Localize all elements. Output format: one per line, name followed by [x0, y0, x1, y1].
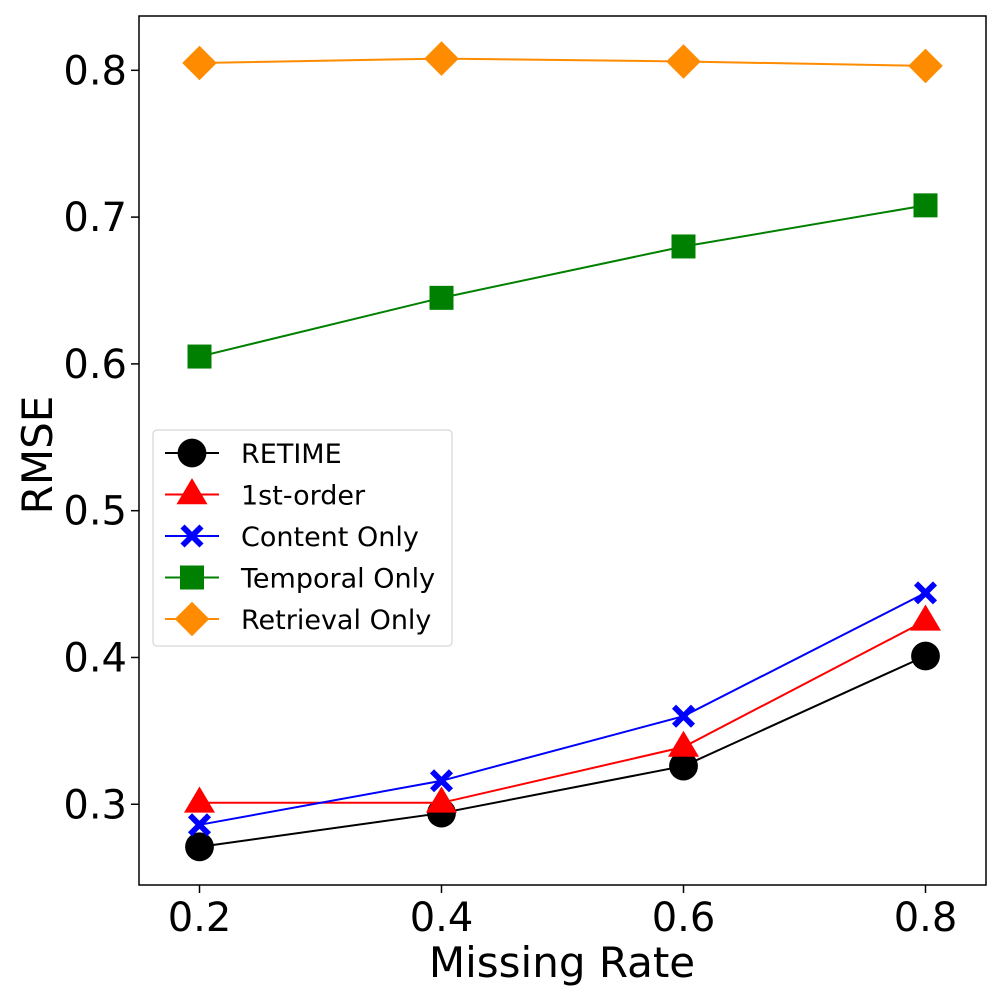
y-tick-label: 0.8 [63, 48, 127, 94]
data-point [183, 786, 216, 813]
legend-label: 1st-order [241, 481, 366, 512]
legend-entry: Temporal Only [165, 564, 435, 595]
y-axis-ticks: 0.3 0.4 0.5 0.6 0.7 0.8 [63, 48, 139, 828]
data-point [187, 344, 212, 369]
series-retrieval-only [182, 41, 943, 84]
x-axis-ticks: 0.2 0.4 0.6 0.8 [168, 885, 958, 941]
series-line [199, 57, 926, 67]
legend-marker [176, 478, 208, 505]
data-point [429, 285, 454, 310]
data-point [911, 641, 940, 671]
data-point [666, 44, 701, 79]
legend-marker [180, 524, 204, 548]
series-retime [185, 641, 940, 862]
data-point [913, 193, 938, 218]
x-tick-label: 0.8 [894, 895, 958, 941]
series-line [199, 591, 926, 826]
y-tick-label: 0.4 [63, 635, 127, 681]
legend-entry: Retrieval Only [165, 601, 431, 637]
data-point [429, 769, 454, 793]
y-tick-label: 0.6 [63, 342, 127, 388]
data-point [424, 41, 459, 76]
legend: RETIME 1st-order Content Only Temporal Only… [152, 429, 453, 647]
legend-label: Retrieval Only [241, 605, 431, 636]
data-point [671, 234, 696, 259]
legend-frame [152, 429, 453, 647]
series-temporal-only [187, 193, 938, 369]
legend-label: RETIME [241, 439, 342, 470]
data-point [187, 813, 212, 837]
legend-marker [177, 438, 207, 468]
x-axis-label: Missing Rate [429, 938, 695, 987]
data-point [425, 786, 458, 813]
legend-marker [174, 601, 210, 637]
legend-label: Temporal Only [240, 564, 435, 595]
series-content-only [187, 581, 938, 837]
legend-entry: Content Only [165, 522, 419, 553]
data-point [185, 832, 214, 862]
data-point [909, 604, 942, 631]
x-tick-label: 0.2 [168, 895, 232, 941]
x-tick-label: 0.4 [410, 895, 474, 941]
data-point [908, 48, 943, 84]
data-point [913, 581, 938, 605]
series-line [199, 655, 926, 848]
legend-entry: RETIME [165, 438, 342, 470]
legend-entry: 1st-order [165, 478, 366, 512]
legend-label: Content Only [241, 522, 419, 553]
data-point [671, 704, 696, 728]
y-tick-label: 0.5 [63, 489, 127, 535]
plot-marks [182, 41, 943, 862]
legend-marker [180, 565, 204, 590]
data-point [667, 730, 700, 757]
data-point [669, 751, 698, 781]
y-tick-label: 0.3 [63, 782, 127, 828]
data-point [182, 45, 217, 81]
x-tick-label: 0.6 [652, 895, 716, 941]
y-tick-label: 0.7 [63, 195, 127, 241]
series-line [199, 204, 926, 358]
y-axis-label: RMSE [13, 396, 62, 515]
plot-frame [138, 15, 987, 886]
